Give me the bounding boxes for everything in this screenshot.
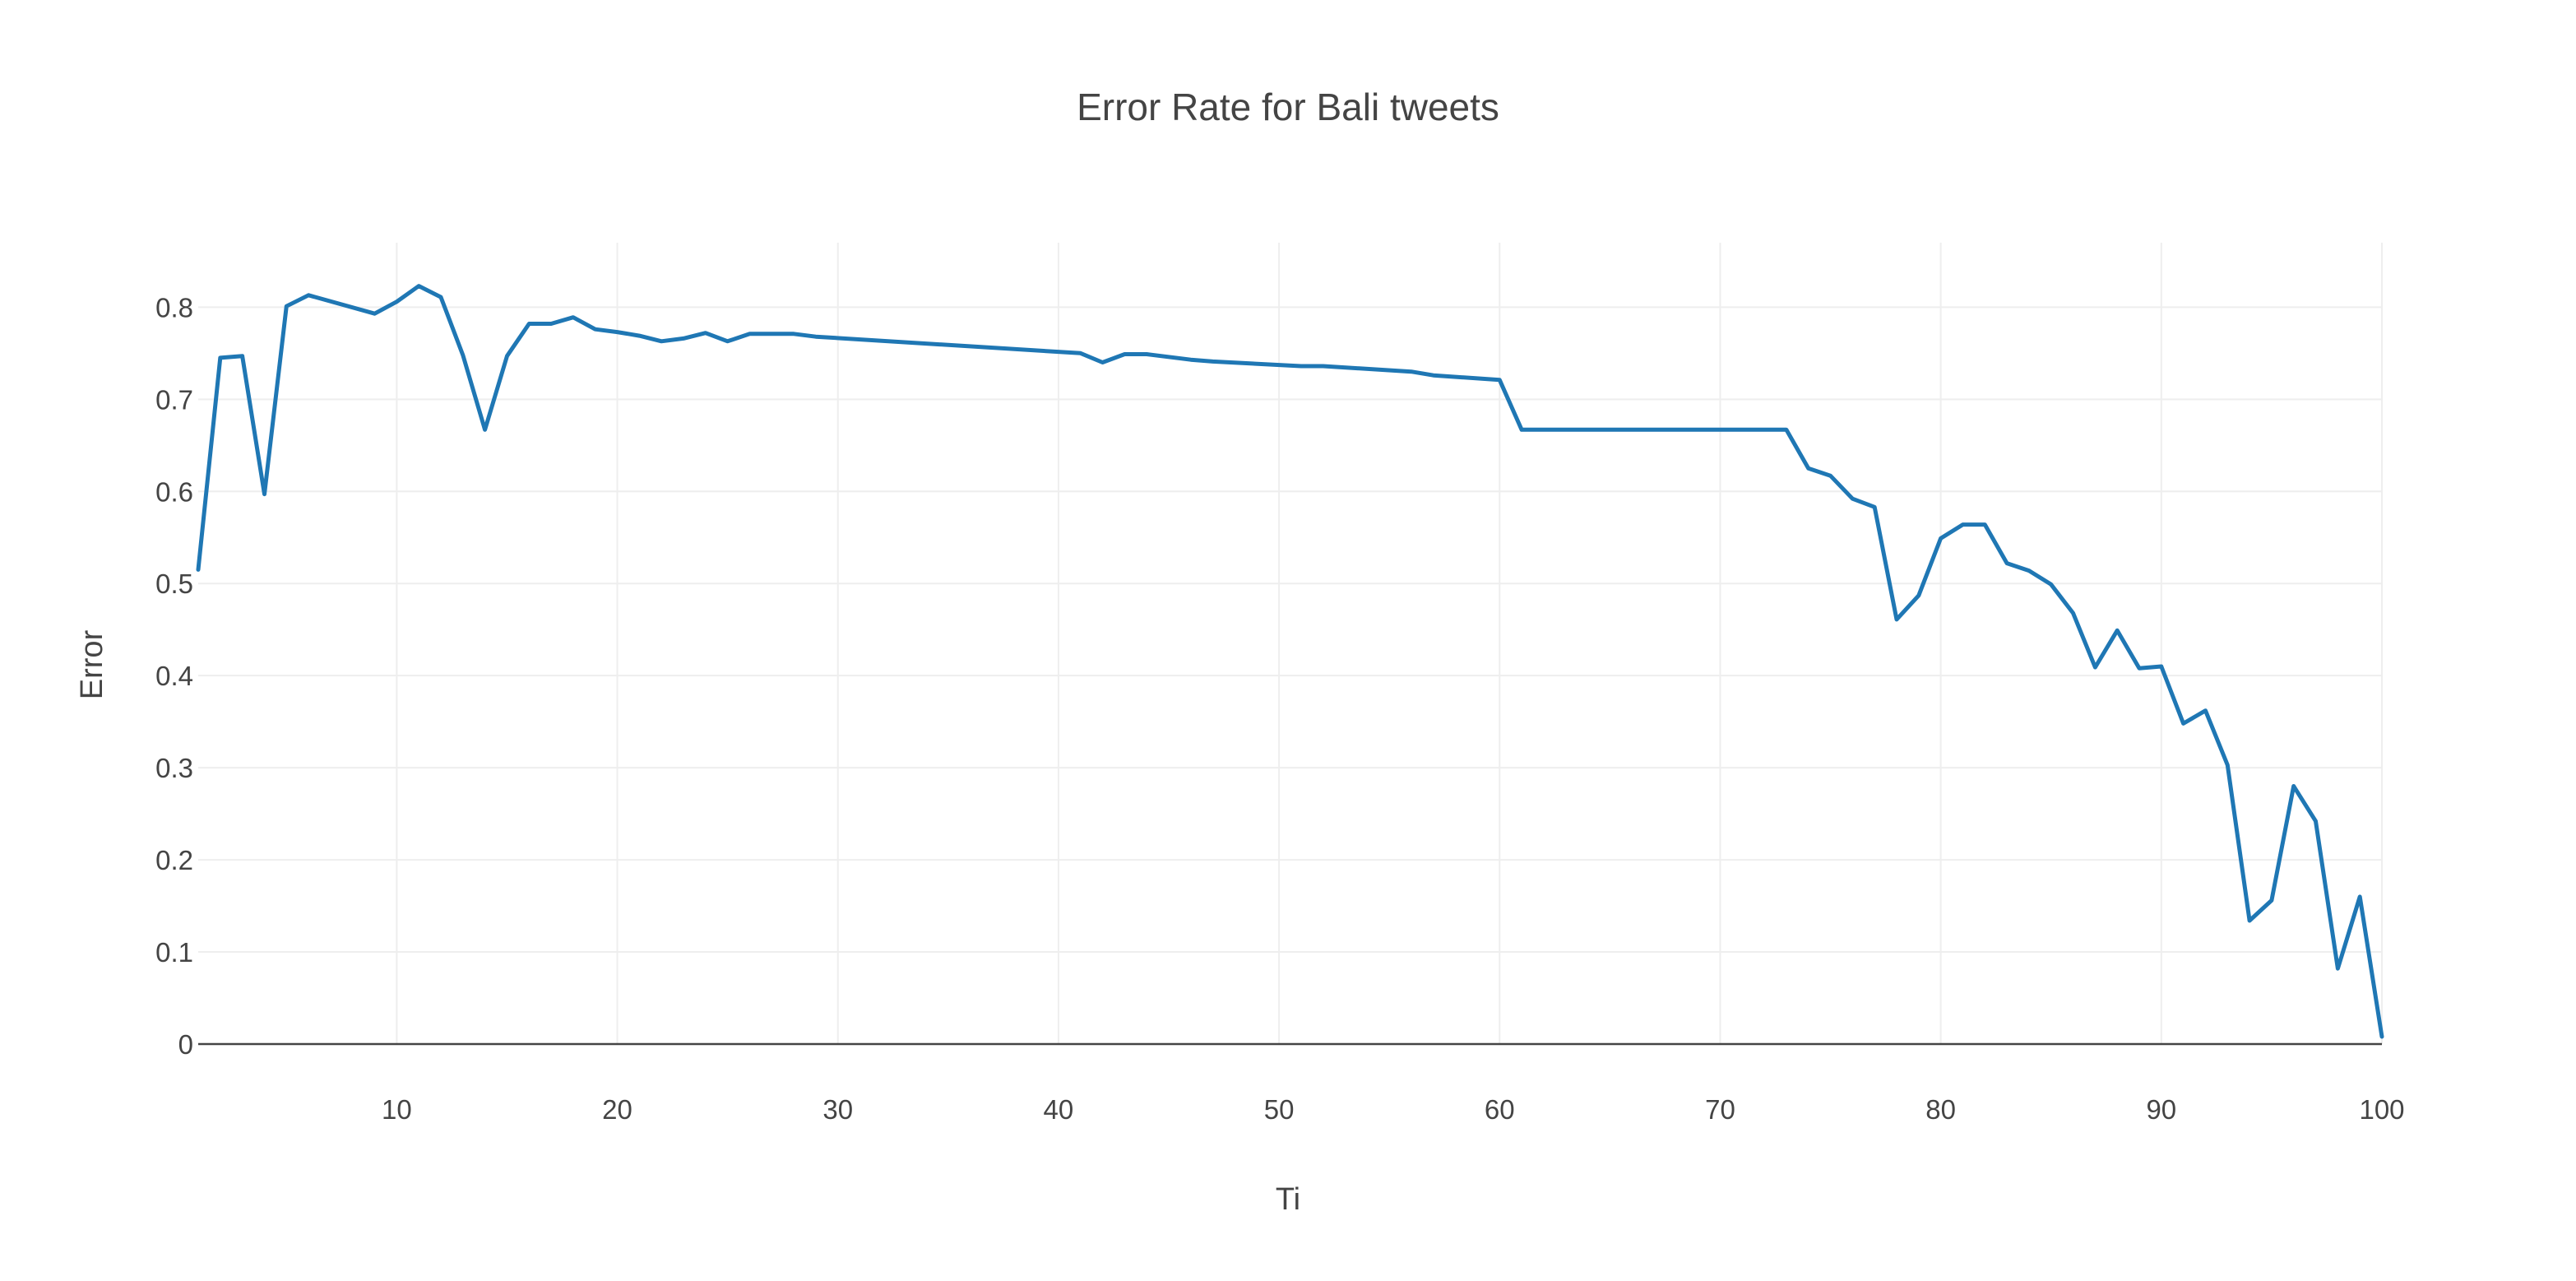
y-axis-title: Error	[75, 629, 109, 699]
x-tick-label: 60	[1485, 1094, 1515, 1125]
y-axis-ticks: 0 0.1 0.2 0.3 0.4 0.5 0.6 0.7 0.8	[155, 292, 193, 1060]
x-axis-ticks: 10 20 30 40 50 60 70 80 90 100	[382, 1094, 2405, 1125]
x-axis-title: Ti	[1276, 1182, 1300, 1217]
chart-title: Error Rate for Bali tweets	[1077, 86, 1499, 128]
y-tick-label: 0.1	[155, 937, 193, 968]
x-tick-label: 100	[2359, 1094, 2404, 1125]
y-tick-label: 0.7	[155, 384, 193, 415]
y-tick-label: 0	[178, 1029, 193, 1060]
x-tick-label: 30	[822, 1094, 853, 1125]
x-tick-label: 90	[2146, 1094, 2176, 1125]
y-tick-label: 0.5	[155, 569, 193, 599]
plot-area	[196, 284, 2384, 1039]
y-tick-label: 0.3	[155, 753, 193, 783]
x-tick-label: 80	[1925, 1094, 1956, 1125]
y-tick-label: 0.2	[155, 845, 193, 875]
y-tick-label: 0.8	[155, 292, 193, 323]
gridlines	[198, 243, 2383, 1046]
x-tick-label: 40	[1044, 1094, 1074, 1125]
x-tick-label: 50	[1264, 1094, 1295, 1125]
series-line	[196, 284, 2384, 1039]
y-tick-label: 0.4	[155, 661, 193, 691]
y-tick-label: 0.6	[155, 476, 193, 507]
x-tick-label: 70	[1705, 1094, 1735, 1125]
x-tick-label: 20	[602, 1094, 632, 1125]
x-tick-label: 10	[382, 1094, 412, 1125]
